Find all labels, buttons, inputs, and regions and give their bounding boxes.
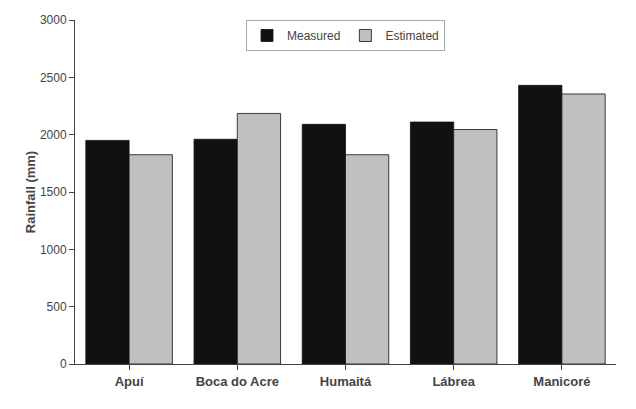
svg-text:1500: 1500 — [40, 185, 67, 199]
svg-text:Lábrea: Lábrea — [432, 374, 475, 389]
svg-text:Boca do Acre: Boca do Acre — [196, 374, 279, 389]
svg-text:1000: 1000 — [40, 243, 67, 257]
svg-text:500: 500 — [47, 300, 67, 314]
svg-text:Manicoré: Manicoré — [533, 374, 590, 389]
svg-text:Humaitá: Humaitá — [320, 374, 372, 389]
svg-text:0: 0 — [60, 357, 67, 371]
svg-text:3000: 3000 — [40, 13, 67, 27]
svg-text:Apuí: Apuí — [115, 374, 144, 389]
svg-text:Measured: Measured — [287, 29, 340, 43]
svg-text:Rainfall (mm): Rainfall (mm) — [23, 151, 38, 233]
svg-text:2500: 2500 — [40, 71, 67, 85]
svg-text:2000: 2000 — [40, 128, 67, 142]
svg-text:Estimated: Estimated — [385, 29, 438, 43]
